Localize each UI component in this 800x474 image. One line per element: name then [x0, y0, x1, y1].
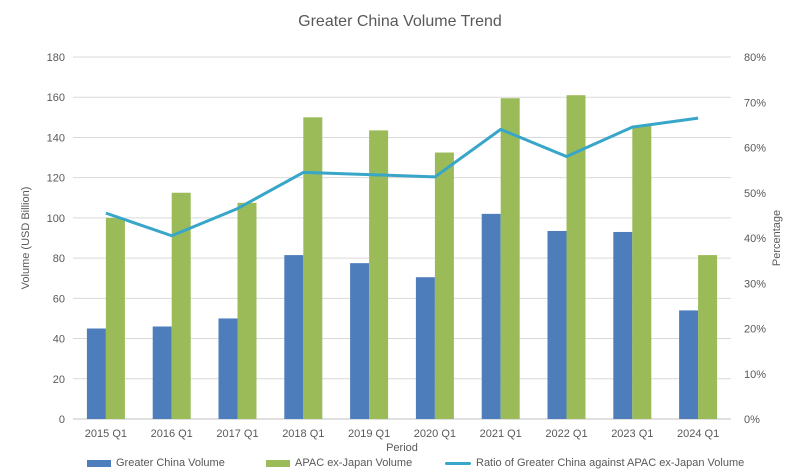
left-axis-tick-label: 120 — [47, 173, 65, 185]
x-axis-tick-label: 2016 Q1 — [151, 428, 193, 440]
right-axis-tick-label: 10% — [744, 369, 766, 381]
bar-greater-china-2020-Q1 — [415, 277, 435, 419]
bar-greater-china-2015-Q1 — [86, 328, 106, 419]
legend-swatch-ratio-line — [445, 461, 471, 465]
right-axis-tick-label: 60% — [744, 143, 766, 155]
left-axis-tick-label: 160 — [47, 92, 65, 104]
bar-apac-ex-japan-2022-Q1 — [566, 95, 586, 419]
right-axis-tick-label: 50% — [744, 188, 766, 200]
x-axis-tick-label: 2022 Q1 — [545, 428, 587, 440]
bar-greater-china-2017-Q1 — [218, 318, 238, 419]
bar-apac-ex-japan-2021-Q1 — [500, 98, 520, 419]
left-axis-title: Volume (USD Billion) — [20, 187, 32, 290]
x-axis-tick-label: 2019 Q1 — [348, 428, 390, 440]
right-axis-tick-label: 30% — [744, 278, 766, 290]
chart-legend: Greater China Volume APAC ex-Japan Volum… — [0, 455, 800, 471]
bar-greater-china-2016-Q1 — [152, 326, 172, 419]
bar-apac-ex-japan-2024-Q1 — [698, 255, 718, 419]
x-axis-title: Period — [386, 442, 418, 454]
right-axis-tick-label: 80% — [744, 52, 766, 64]
legend-item-greater-china-volume: Greater China Volume — [87, 455, 225, 471]
bar-greater-china-2024-Q1 — [679, 310, 699, 419]
bar-greater-china-2023-Q1 — [613, 231, 633, 419]
legend-label-ratio: Ratio of Greater China against APAC ex-J… — [476, 457, 745, 469]
right-axis-tick-label: 0% — [744, 414, 760, 426]
x-axis-tick-label: 2024 Q1 — [677, 428, 719, 440]
bar-apac-ex-japan-2020-Q1 — [434, 152, 454, 419]
x-axis-tick-label: 2018 Q1 — [282, 428, 324, 440]
ratio-line-series — [105, 116, 699, 238]
legend-label-apac-ex-japan-volume: APAC ex-Japan Volume — [295, 457, 413, 469]
bar-apac-ex-japan-2018-Q1 — [303, 117, 323, 419]
legend-label-greater-china-volume: Greater China Volume — [116, 457, 225, 469]
left-axis-tick-label: 40 — [53, 334, 65, 346]
right-axis-tick-label: 40% — [744, 233, 766, 245]
right-axis-tick-label: 70% — [744, 97, 766, 109]
left-axis-tick-label: 140 — [47, 132, 65, 144]
left-axis-tick-label: 20 — [53, 374, 65, 386]
bar-apac-ex-japan-2019-Q1 — [369, 130, 389, 419]
left-axis-tick-label: 60 — [53, 293, 65, 305]
bar-greater-china-2019-Q1 — [350, 263, 370, 419]
left-axis-tick-label: 100 — [47, 213, 65, 225]
bar-apac-ex-japan-2017-Q1 — [237, 202, 257, 419]
legend-swatch-greater-china-bar — [87, 459, 111, 467]
right-axis-title: Percentage — [771, 210, 783, 266]
bar-apac-ex-japan-2015-Q1 — [105, 217, 125, 419]
bar-greater-china-2021-Q1 — [481, 213, 501, 419]
left-axis-tick-label: 80 — [53, 253, 65, 265]
bar-apac-ex-japan-2023-Q1 — [632, 125, 652, 419]
bar-greater-china-2022-Q1 — [547, 230, 567, 419]
x-axis-tick-label: 2020 Q1 — [414, 428, 456, 440]
left-axis-tick-label: 0 — [59, 414, 65, 426]
legend-item-ratio-line: Ratio of Greater China against APAC ex-J… — [445, 455, 744, 471]
x-axis-tick-label: 2015 Q1 — [85, 428, 127, 440]
x-axis-tick-label: 2017 Q1 — [216, 428, 258, 440]
chart-title: Greater China Volume Trend — [298, 13, 502, 30]
legend-swatch-apac-ex-japan-bar — [266, 459, 290, 467]
legend-item-apac-ex-japan-volume: APAC ex-Japan Volume — [266, 455, 412, 471]
left-axis-tick-label: 180 — [47, 52, 65, 64]
right-axis-tick-label: 20% — [744, 324, 766, 336]
x-axis-tick-label: 2023 Q1 — [611, 428, 653, 440]
bar-apac-ex-japan-2016-Q1 — [171, 192, 191, 419]
bar-greater-china-2018-Q1 — [284, 255, 304, 419]
x-axis-tick-label: 2021 Q1 — [480, 428, 522, 440]
